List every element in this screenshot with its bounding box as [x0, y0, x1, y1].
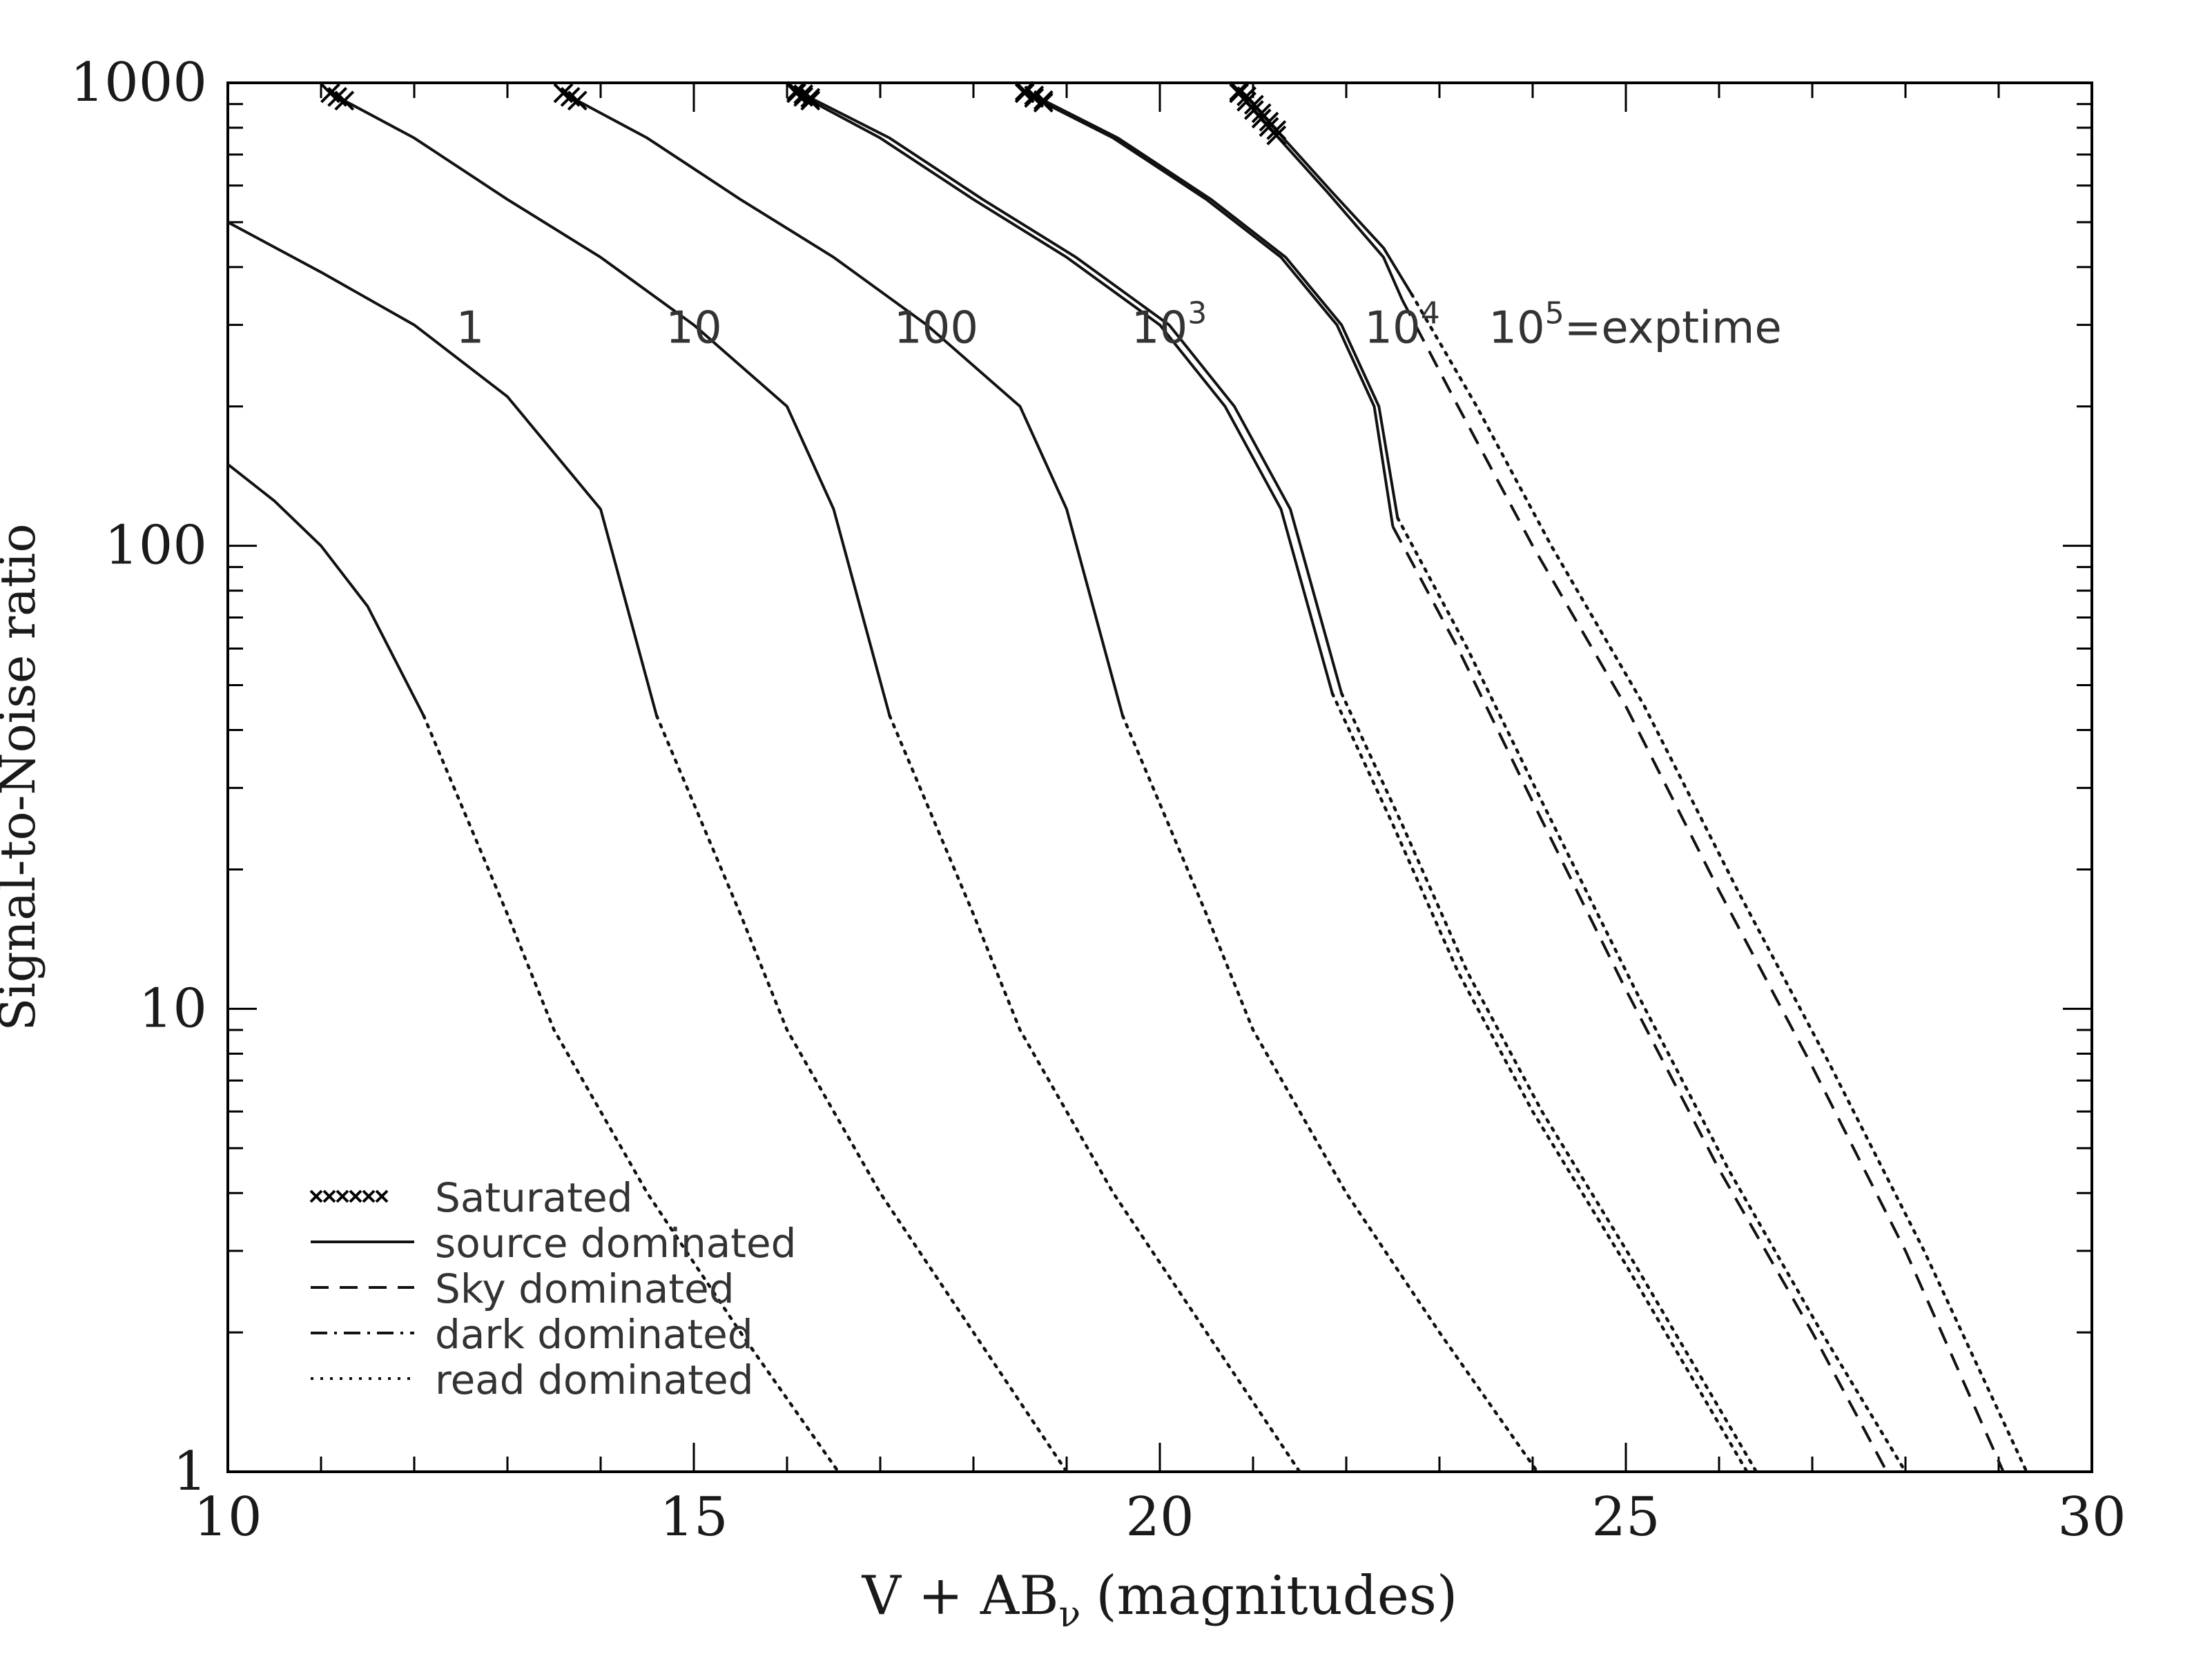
- saturated-marker: [560, 86, 581, 107]
- saturated-marker: [553, 83, 574, 104]
- saturated-marker: [567, 90, 588, 111]
- exptime-label: 103: [1132, 296, 1207, 354]
- exptime-label: 104: [1364, 296, 1439, 354]
- saturated-marker: [1266, 120, 1287, 140]
- saturated-marker: [793, 84, 814, 105]
- curve-t10000-b-solid: [1029, 92, 1399, 518]
- saturated-marker: [1024, 85, 1045, 106]
- saturated-marker: [309, 1189, 323, 1203]
- x-tick-label: 20: [1125, 1486, 1194, 1548]
- saturated-marker: [1266, 125, 1287, 146]
- legend-label: Sky dominated: [435, 1265, 735, 1312]
- curve-t100000-a-dashed: [1401, 299, 2005, 1472]
- exptime-label: 10: [666, 303, 721, 354]
- saturated-marker: [1014, 83, 1035, 104]
- saturated-marker: [322, 1189, 336, 1203]
- curve-t1-low-solid: [226, 463, 425, 717]
- curve-t1-dotted: [654, 714, 1069, 1474]
- y-tick-label: 100: [104, 515, 207, 577]
- y-tick-label: 10: [139, 977, 207, 1040]
- curve-t10000-a-solid: [1024, 92, 1395, 527]
- saturated-marker: [362, 1189, 376, 1203]
- exptime-label: 105=exptime: [1488, 296, 1781, 354]
- curve-t1000-b-solid: [800, 92, 1343, 694]
- curve-t1-solid: [227, 221, 658, 717]
- saturated-marker: [1033, 93, 1054, 113]
- saturated-marker: [1014, 81, 1035, 101]
- saturated-marker: [1229, 81, 1250, 101]
- x-tick-label: 10: [193, 1486, 262, 1548]
- curve-t100000-a-solid: [1238, 92, 1404, 301]
- saturation-markers: [320, 81, 1287, 146]
- saturated-marker: [786, 81, 806, 101]
- exptime-label: 1: [456, 303, 485, 354]
- saturated-marker: [375, 1189, 389, 1203]
- legend-label: Saturated: [435, 1174, 633, 1221]
- saturated-marker: [327, 86, 348, 107]
- y-axis-label: Signal-to-Noise ratio: [0, 523, 46, 1031]
- x-tick-label: 25: [1591, 1486, 1660, 1548]
- x-axis-label: V + ABν (magnitudes): [862, 1565, 1458, 1635]
- legend-label: source dominated: [435, 1220, 797, 1267]
- curve-t10-solid: [329, 92, 891, 717]
- legend-label: read dominated: [435, 1356, 754, 1403]
- exptime-label: 100: [894, 303, 978, 354]
- legend-label: dark dominated: [435, 1311, 753, 1358]
- curve-t100-solid: [563, 92, 1124, 717]
- curve-t1-low-dotted: [422, 714, 840, 1474]
- axis-ticks: [226, 81, 2093, 1473]
- curve-t1000-a-solid: [795, 92, 1334, 694]
- curve-t1000-b-dotted: [1339, 692, 1758, 1474]
- saturated-marker: [800, 88, 821, 108]
- snr-curves: [226, 92, 2028, 1474]
- saturated-marker: [786, 83, 806, 104]
- saturated-marker: [320, 83, 340, 104]
- x-tick-label: 15: [659, 1486, 728, 1548]
- y-tick-label: 1000: [70, 52, 207, 114]
- x-tick-label: 30: [2057, 1486, 2126, 1548]
- curve-t100-dotted: [1120, 714, 1540, 1474]
- curve-t100000-b-dotted: [1410, 292, 2028, 1474]
- saturated-marker: [349, 1189, 362, 1203]
- curve-t10-dotted: [888, 714, 1301, 1474]
- saturated-marker: [334, 90, 355, 111]
- curve-t10000-b-dotted: [1396, 516, 1908, 1474]
- saturated-marker: [1033, 90, 1054, 110]
- x-axis-label-subscript: ν: [1059, 1594, 1081, 1635]
- y-tick-label: 1: [173, 1441, 207, 1503]
- saturated-marker: [336, 1189, 349, 1203]
- curve-t10000-a-dashed: [1391, 525, 1888, 1472]
- saturated-marker: [1024, 88, 1045, 108]
- exptime-labels: 1 10 100 103 104 105=exptime: [456, 296, 1782, 354]
